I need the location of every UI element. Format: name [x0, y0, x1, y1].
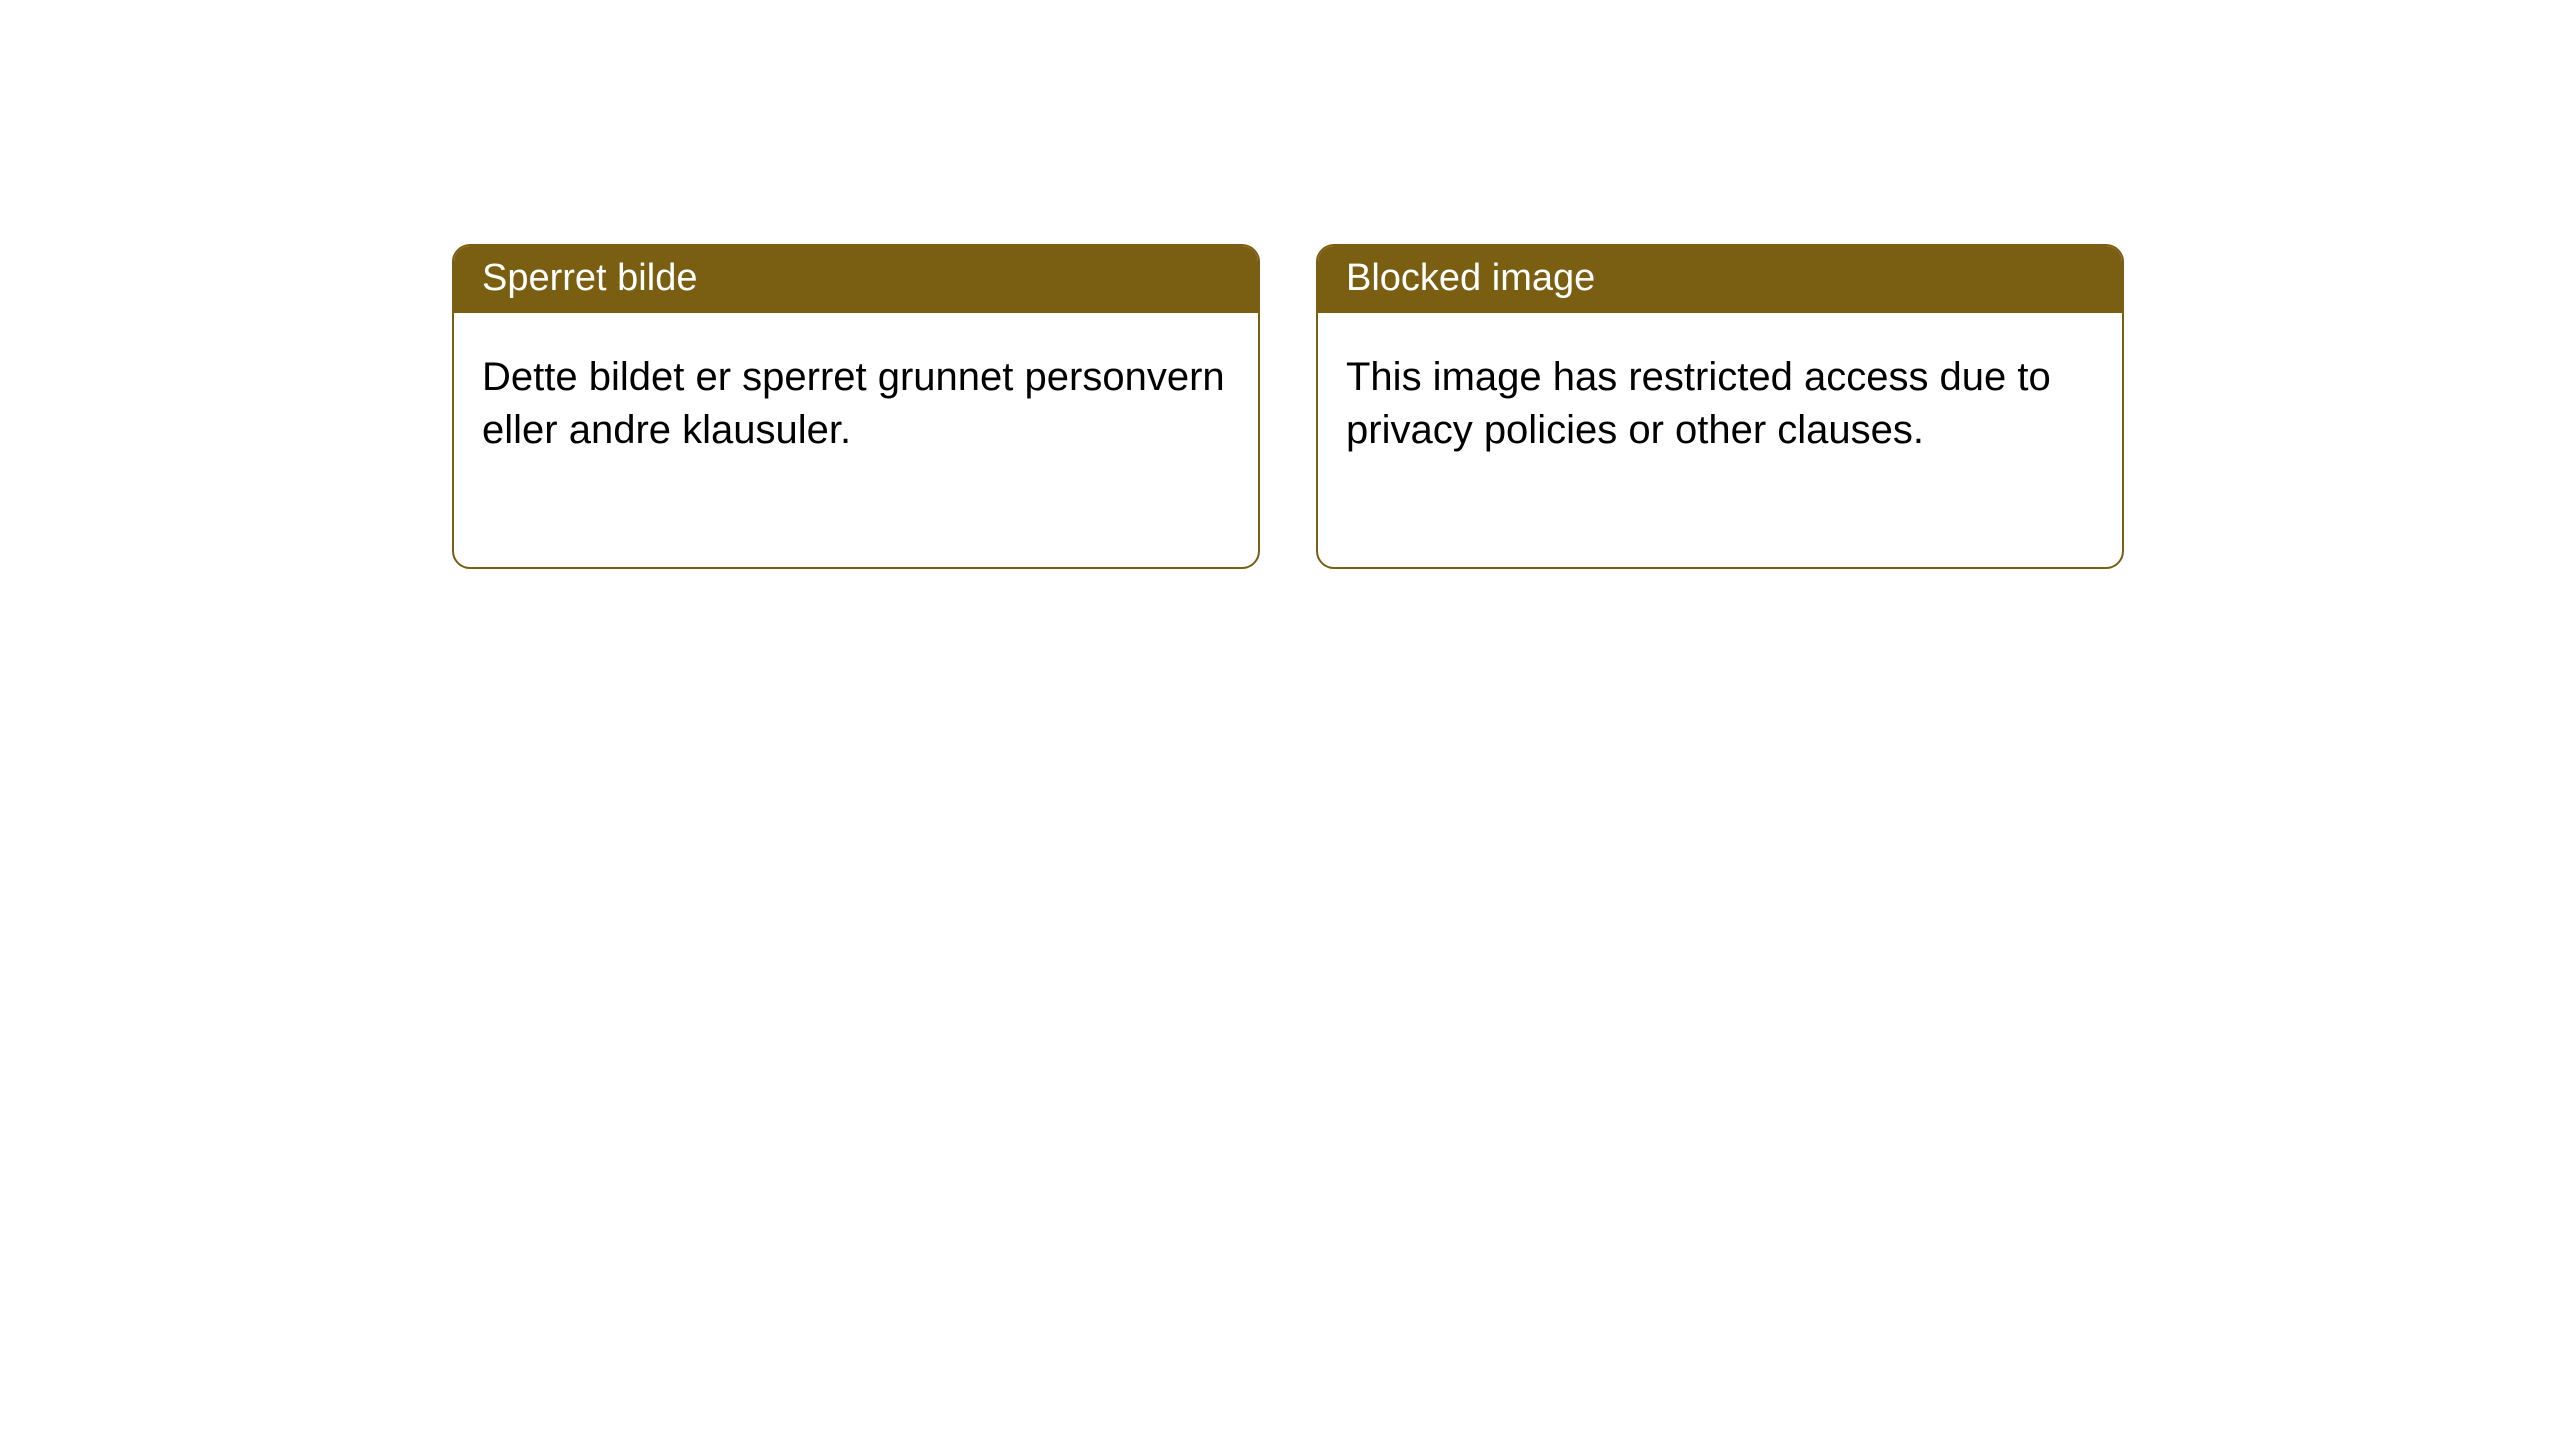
notice-body-english: This image has restricted access due to …: [1318, 313, 2122, 567]
notice-body-norwegian: Dette bildet er sperret grunnet personve…: [454, 313, 1258, 567]
notice-container: Sperret bilde Dette bildet er sperret gr…: [0, 0, 2560, 569]
notice-box-norwegian: Sperret bilde Dette bildet er sperret gr…: [452, 244, 1260, 569]
notice-title-english: Blocked image: [1318, 246, 2122, 313]
notice-box-english: Blocked image This image has restricted …: [1316, 244, 2124, 569]
notice-title-norwegian: Sperret bilde: [454, 246, 1258, 313]
